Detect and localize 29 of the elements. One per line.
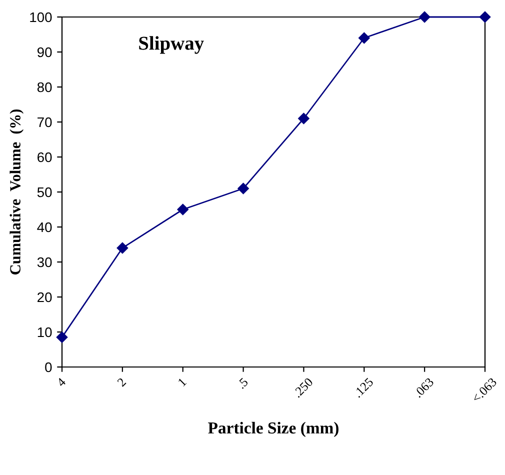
y-tick-label: 100 (30, 12, 52, 22)
point (418, 11, 430, 23)
x-tick-label: .5 (236, 377, 249, 390)
y-tick-label: 10 (38, 327, 52, 338)
y-tick-label: 60 (38, 152, 52, 162)
y-tick-label: 30 (37, 257, 52, 268)
point (479, 11, 491, 23)
x-tick-label: .063 (414, 377, 434, 398)
y-tick-label: 40 (37, 222, 52, 232)
y-tick-label: 0 (45, 362, 52, 372)
point (238, 182, 249, 194)
x-tick-label: .125 (353, 377, 374, 398)
y-tick-label: 70 (38, 117, 52, 128)
x-tick-label: .250 (292, 377, 314, 398)
point (56, 332, 68, 343)
text: Slipway (139, 36, 204, 54)
x-tick-label: 4 (56, 377, 66, 388)
y-tick-label: 20 (38, 292, 52, 302)
x-tick-label: 1 (178, 378, 187, 386)
point (116, 242, 128, 254)
y-tick-label: 90 (37, 47, 52, 58)
x-tick-label: 2 (116, 377, 126, 387)
x-axis-title: Particle Size (mm) (208, 422, 338, 437)
point (177, 204, 188, 216)
y-axis-title: Cumulative Volume (%) (10, 109, 24, 274)
point (298, 112, 310, 124)
point (358, 32, 370, 44)
y-tick-label: 80 (37, 82, 52, 92)
y-tick-label: 50 (37, 187, 52, 198)
